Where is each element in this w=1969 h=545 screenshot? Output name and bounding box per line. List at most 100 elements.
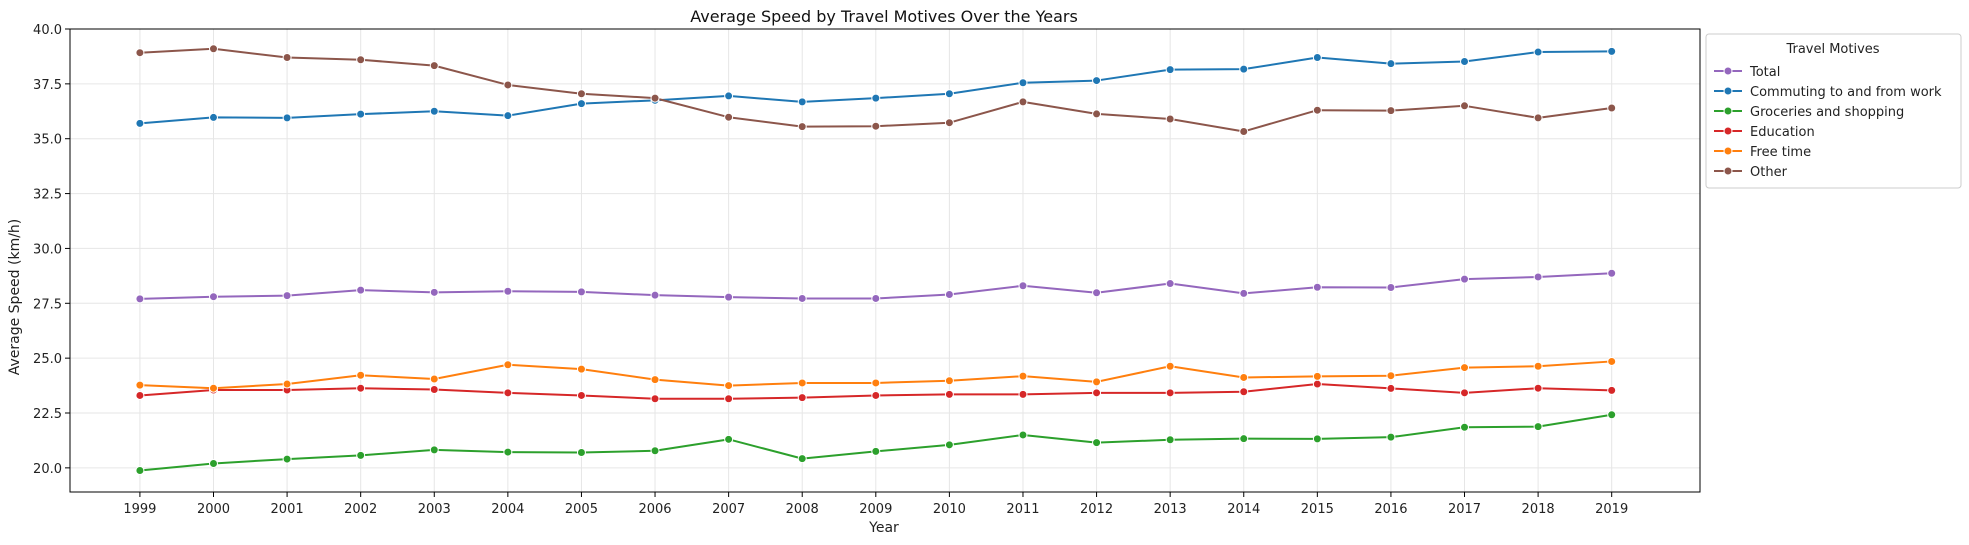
data-point xyxy=(724,434,734,444)
data-point xyxy=(356,55,366,65)
data-point xyxy=(724,112,734,122)
data-point xyxy=(576,448,586,458)
series-2 xyxy=(135,410,1617,475)
data-point xyxy=(1165,114,1175,124)
data-point xyxy=(1460,56,1470,66)
y-tick-label: 35.0 xyxy=(33,133,62,148)
data-point xyxy=(1460,274,1470,284)
series-3 xyxy=(135,379,1617,404)
x-tick-label: 2011 xyxy=(1006,502,1039,517)
data-point xyxy=(135,118,145,128)
data-point xyxy=(1018,97,1028,107)
data-point xyxy=(871,446,881,456)
legend-swatch-marker xyxy=(1723,126,1733,136)
data-point xyxy=(871,93,881,103)
x-tick-label: 2010 xyxy=(933,502,966,517)
legend-swatch-marker xyxy=(1723,146,1733,156)
data-point xyxy=(1386,282,1396,292)
y-tick-label: 37.5 xyxy=(33,78,62,93)
data-point xyxy=(208,292,218,302)
data-point xyxy=(797,293,807,303)
series-group xyxy=(135,44,1617,475)
data-point xyxy=(135,380,145,390)
x-tick-label: 2002 xyxy=(344,502,377,517)
data-point xyxy=(1092,109,1102,119)
legend-box xyxy=(1705,33,1962,189)
data-point xyxy=(356,450,366,460)
data-point xyxy=(797,454,807,464)
data-point xyxy=(650,290,660,300)
data-point xyxy=(282,291,292,301)
data-point xyxy=(1018,78,1028,88)
data-point xyxy=(944,376,954,386)
data-point xyxy=(1165,388,1175,398)
data-point xyxy=(1239,434,1249,444)
legend-label: Groceries and shopping xyxy=(1750,105,1904,120)
y-axis-label: Average Speed (km/h) xyxy=(7,219,23,376)
data-point xyxy=(1312,434,1322,444)
data-point xyxy=(1607,385,1617,395)
data-point xyxy=(503,447,513,457)
data-point xyxy=(576,99,586,109)
data-point xyxy=(944,290,954,300)
data-point xyxy=(1312,371,1322,381)
data-point xyxy=(208,44,218,54)
legend-item: Other xyxy=(1714,165,1788,180)
legend-label: Education xyxy=(1750,125,1815,140)
x-tick-label: 2013 xyxy=(1154,502,1187,517)
data-point xyxy=(1386,106,1396,116)
data-point xyxy=(1607,46,1617,56)
data-point xyxy=(650,93,660,103)
series-5 xyxy=(135,44,1617,136)
data-point xyxy=(576,89,586,99)
legend-swatch-marker xyxy=(1723,66,1733,76)
legend-item: Groceries and shopping xyxy=(1714,105,1904,120)
y-tick-label: 25.0 xyxy=(33,352,62,367)
series-4 xyxy=(135,356,1617,393)
data-point xyxy=(1312,53,1322,63)
data-point xyxy=(1460,101,1470,111)
data-point xyxy=(1460,422,1470,432)
data-point xyxy=(356,285,366,295)
data-point xyxy=(1386,59,1396,69)
data-point xyxy=(1165,279,1175,289)
legend-item: Free time xyxy=(1714,145,1811,160)
data-point xyxy=(1092,377,1102,387)
data-point xyxy=(1607,103,1617,113)
data-point xyxy=(576,287,586,297)
data-point xyxy=(724,394,734,404)
chart-title: Average Speed by Travel Motives Over the… xyxy=(690,7,1078,26)
data-point xyxy=(1092,438,1102,448)
x-tick-label: 2015 xyxy=(1301,502,1334,517)
data-point xyxy=(944,389,954,399)
data-point xyxy=(356,370,366,380)
data-point xyxy=(797,97,807,107)
data-point xyxy=(1533,422,1543,432)
data-point xyxy=(208,458,218,468)
data-point xyxy=(1607,268,1617,278)
x-tick-label: 2016 xyxy=(1374,502,1407,517)
data-point xyxy=(944,89,954,99)
data-point xyxy=(282,379,292,389)
x-tick-label: 2014 xyxy=(1227,502,1260,517)
data-point xyxy=(503,286,513,296)
x-axis: 1999 2000 2001 2002 2003 2004 2005 2006 2007 2008… xyxy=(123,492,1628,517)
data-point xyxy=(1092,288,1102,298)
y-tick-label: 27.5 xyxy=(33,297,62,312)
grid-lines xyxy=(70,28,1700,492)
data-point xyxy=(1533,383,1543,393)
x-tick-label: 1999 xyxy=(123,502,156,517)
legend-item: Total xyxy=(1714,65,1780,80)
data-point xyxy=(1386,432,1396,442)
data-point xyxy=(429,106,439,116)
data-point xyxy=(797,378,807,388)
data-point xyxy=(135,294,145,304)
x-tick-label: 2000 xyxy=(197,502,230,517)
data-point xyxy=(1018,389,1028,399)
series-1 xyxy=(135,46,1617,128)
data-point xyxy=(356,109,366,119)
y-axis: 20.0 22.5 25.0 27.5 30.0 32.5 35.0 37.5 40.0 xyxy=(33,23,70,477)
data-point xyxy=(797,393,807,403)
